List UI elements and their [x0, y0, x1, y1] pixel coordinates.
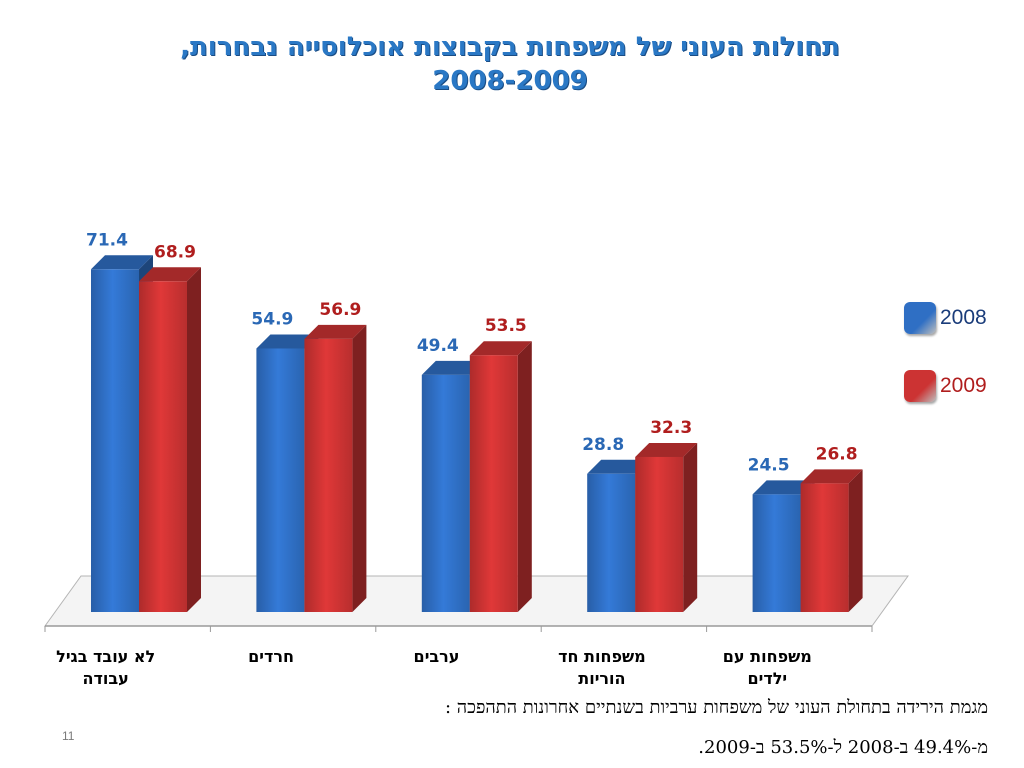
bar-2009-2 [469, 355, 518, 612]
bar-top-2008-2 [421, 360, 484, 375]
category-label-3-0: משפחות חד [558, 647, 646, 666]
bar-top-2008-4 [752, 480, 815, 495]
category-label-1-0: חרדים [248, 647, 294, 666]
legend-label-2009: 2009 [940, 374, 987, 397]
bar-2009-3 [635, 456, 684, 612]
bar-top-2009-4 [800, 469, 863, 484]
bar-2008-4 [752, 494, 801, 612]
data-label-2009-4: 26.8 [816, 444, 858, 464]
data-label-2009-1: 56.9 [319, 300, 361, 320]
legend-swatch-2009 [904, 370, 936, 402]
legend-item-2008: 2008 [900, 300, 1020, 334]
note-line-1: מגמת הירידה בתחולת העוני של משפחות ערביו… [445, 697, 988, 718]
bar-2009-4 [800, 483, 849, 612]
bar-side-2009-0 [187, 267, 201, 612]
legend-item-2009: 2009 [900, 368, 1020, 402]
category-label-0-0: לא עובד בגיל [56, 647, 155, 666]
category-label-4-1: ילדים [747, 669, 787, 688]
data-label-2009-3: 32.3 [650, 418, 692, 438]
note-line-2: מ-49.4% ב-2008 ל-53.5% ב-2009. [698, 737, 988, 758]
category-label-3-1: הוריות [578, 669, 625, 688]
bar-top-2009-0 [139, 267, 201, 282]
legend-label-2008: 2008 [940, 306, 987, 329]
data-label-2008-0: 71.4 [86, 230, 128, 250]
legend-swatch-2008 [904, 302, 936, 334]
data-label-2008-2: 49.4 [417, 336, 459, 356]
bar-top-2009-2 [469, 341, 532, 356]
bar-chart: 71.4 68.9 לא עובד בגיל עבודה 54.9 56.9 חרדים 49… [44, 230, 909, 688]
bar-side-2009-2 [517, 341, 532, 612]
bar-top-2008-1 [256, 334, 319, 349]
page-number: 11 [62, 729, 75, 743]
bar-top-2009-1 [304, 324, 367, 339]
bar-2008-2 [421, 374, 470, 612]
bar-top-2008-0 [91, 255, 153, 270]
data-label-2008-4: 24.5 [748, 455, 790, 475]
bar-2009-1 [304, 338, 353, 612]
chart-title: תחולות העוני של משפחות בקבוצות אוכלוסייה… [20, 30, 1000, 98]
data-label-2008-1: 54.9 [251, 309, 293, 329]
bar-2008-3 [587, 473, 636, 612]
data-label-2009-2: 53.5 [485, 316, 527, 336]
bar-side-2009-4 [848, 469, 863, 612]
data-label-2008-3: 28.8 [582, 435, 624, 455]
data-label-2009-0: 68.9 [154, 242, 196, 262]
bar-side-2009-3 [683, 442, 698, 612]
bar-2008-1 [256, 348, 305, 612]
category-label-0-1: עבודה [83, 669, 129, 688]
chart-title-line-1: תחולות העוני של משפחות בקבוצות אוכלוסייה… [180, 32, 840, 62]
bar-top-2008-3 [587, 459, 650, 474]
category-label-4-0: משפחות עם [723, 647, 812, 666]
bar-2008-0 [91, 269, 139, 612]
bar-2009-0 [139, 281, 187, 612]
chart-title-line-2: 2008-2009 [432, 66, 588, 96]
category-label-2-0: ערבים [414, 647, 460, 666]
bar-top-2009-3 [635, 442, 698, 457]
bar-side-2009-1 [352, 324, 367, 612]
